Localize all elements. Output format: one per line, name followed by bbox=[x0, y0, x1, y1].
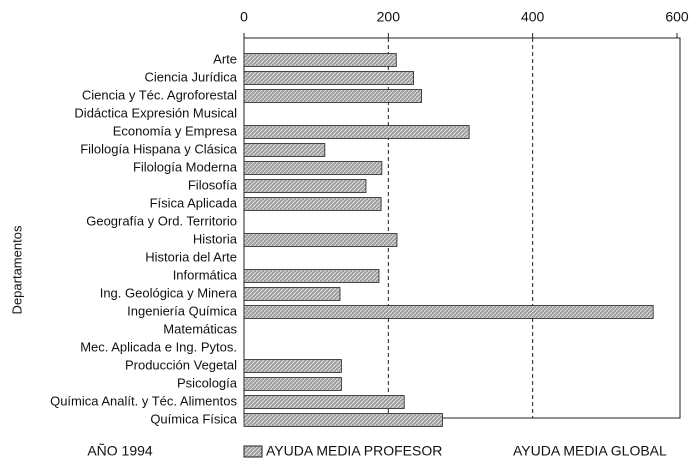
legend-label: AYUDA MEDIA PROFESOR bbox=[266, 443, 442, 459]
bar bbox=[243, 287, 341, 301]
bar bbox=[243, 71, 414, 85]
bar bbox=[243, 413, 443, 427]
x-tick-label: 0 bbox=[240, 9, 248, 25]
y-tick-label: Psicología bbox=[177, 375, 238, 390]
y-tick-label: Ciencia y Téc. Agroforestal bbox=[82, 87, 237, 102]
annotation: AÑO 1994 bbox=[87, 443, 153, 459]
bar bbox=[243, 143, 326, 157]
bar bbox=[243, 197, 382, 211]
y-tick-label: Producción Vegetal bbox=[125, 357, 237, 372]
bar bbox=[243, 233, 398, 247]
y-tick-label: Física Aplicada bbox=[150, 195, 238, 210]
y-tick-label: Geografía y Ord. Territorio bbox=[86, 213, 237, 228]
bar bbox=[243, 377, 342, 391]
annotation: AYUDA MEDIA GLOBAL bbox=[513, 443, 667, 459]
y-tick-label: Mec. Aplicada e Ing. Pytos. bbox=[80, 339, 237, 354]
y-tick-label: Historia del Arte bbox=[145, 249, 237, 264]
y-tick-label: Química Analít. y Téc. Alimentos bbox=[50, 393, 237, 408]
bar bbox=[243, 89, 422, 103]
y-tick-label: Filología Hispana y Clásica bbox=[80, 141, 238, 156]
y-tick-label: Historia bbox=[193, 231, 238, 246]
x-tick-label: 400 bbox=[521, 9, 545, 25]
y-tick-label: Ciencia Jurídica bbox=[145, 69, 238, 84]
y-axis-label: Departamentos bbox=[9, 225, 24, 314]
bar bbox=[243, 53, 397, 67]
x-tick-label: 600 bbox=[665, 9, 689, 25]
plot-frame bbox=[243, 37, 681, 419]
bar bbox=[243, 359, 342, 373]
bar bbox=[243, 125, 470, 139]
y-tick-label: Didáctica Expresión Musical bbox=[74, 105, 237, 120]
bar bbox=[243, 269, 380, 283]
y-tick-label: Química Física bbox=[150, 411, 237, 426]
y-tick-label: Ing. Geológica y Minera bbox=[100, 285, 238, 300]
y-tick-label: Filología Moderna bbox=[133, 159, 238, 174]
bar bbox=[243, 179, 367, 193]
x-tick-label: 200 bbox=[377, 9, 401, 25]
bar bbox=[243, 305, 654, 319]
bar bbox=[243, 161, 383, 175]
y-tick-label: Economía y Empresa bbox=[113, 123, 238, 138]
legend-swatch bbox=[243, 445, 263, 458]
y-tick-label: Matemáticas bbox=[163, 321, 237, 336]
y-tick-label: Filosofía bbox=[188, 177, 238, 192]
y-tick-label: Arte bbox=[213, 51, 237, 66]
y-tick-label: Informática bbox=[173, 267, 238, 282]
bar bbox=[243, 395, 405, 409]
y-tick-label: Ingeniería Química bbox=[127, 303, 238, 318]
